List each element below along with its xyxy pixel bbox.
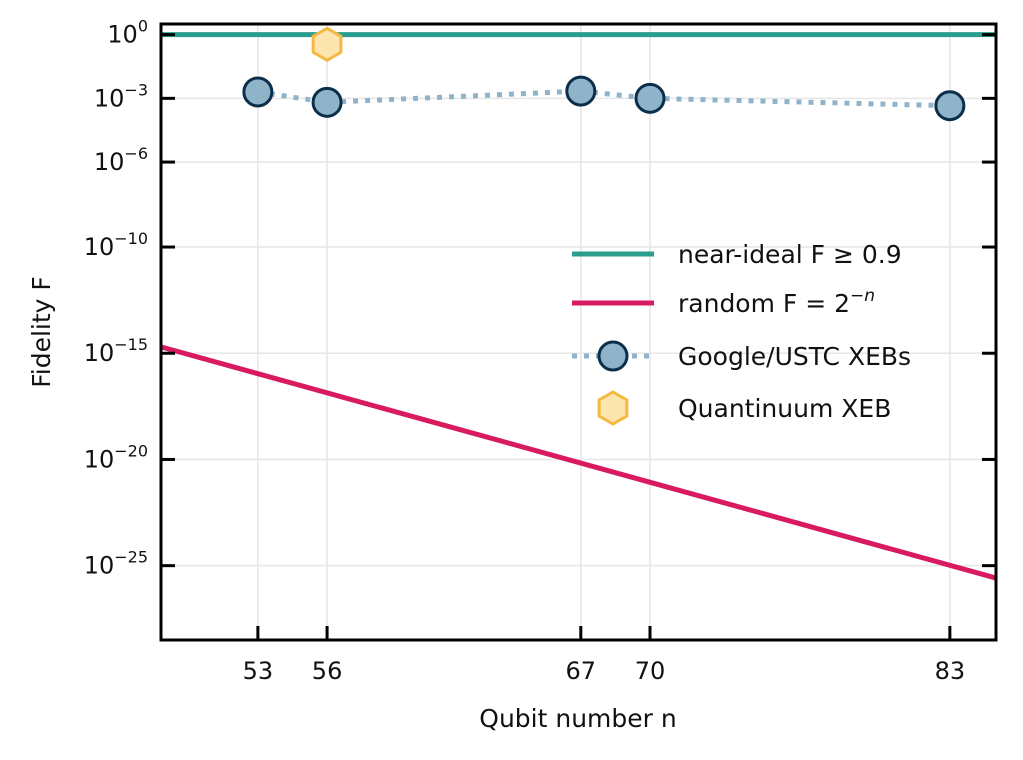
- random-fidelity-line: [160, 344, 997, 581]
- series-layer: [160, 26, 997, 581]
- y-tick-label: 10−6: [94, 144, 148, 176]
- x-tick-label: 56: [312, 657, 343, 685]
- x-tick-label: 67: [566, 657, 597, 685]
- y-tick-label: 10−25: [84, 548, 148, 580]
- legend-quantinuum-label: Quantinuum XEB: [678, 394, 891, 423]
- google-ustc-point: [634, 82, 666, 114]
- quantinuum-point: [311, 26, 343, 63]
- google-ustc-dotted-line: [257, 88, 950, 109]
- y-tick-label: 10−15: [84, 335, 148, 367]
- y-tick-label: 10−10: [84, 229, 148, 261]
- x-tick-label: 53: [243, 657, 274, 685]
- google-ustc-point: [934, 90, 966, 122]
- y-axis-title: Fidelity F: [27, 276, 56, 388]
- legend-near-ideal-label: near-ideal F ≥ 0.9: [678, 240, 902, 269]
- y-tick-label: 10−3: [94, 80, 148, 112]
- legend-random-label: random F = 2−n: [678, 286, 875, 318]
- ticks: 53 56 67 70 83 100 10−3 10−6 10−10 10−15 10−20 10−2…: [84, 17, 996, 685]
- plot-frame: [159, 22, 998, 642]
- y-tick-label: 10−20: [84, 441, 148, 473]
- legend-quantinuum-marker: [597, 390, 629, 426]
- x-axis-title: Qubit number n: [479, 704, 676, 733]
- legend-google-label: Google/USTC XEBs: [678, 342, 911, 371]
- legend: near-ideal F ≥ 0.9 random F = 2−n Google/U…: [572, 240, 911, 426]
- google-ustc-point: [242, 76, 274, 108]
- google-ustc-point: [311, 86, 343, 118]
- grid: [161, 24, 996, 640]
- google-ustc-point: [565, 75, 597, 107]
- y-tick-label: 100: [107, 17, 148, 49]
- x-tick-label: 83: [935, 657, 966, 685]
- legend-google-marker: [597, 340, 629, 372]
- x-tick-label: 70: [635, 657, 666, 685]
